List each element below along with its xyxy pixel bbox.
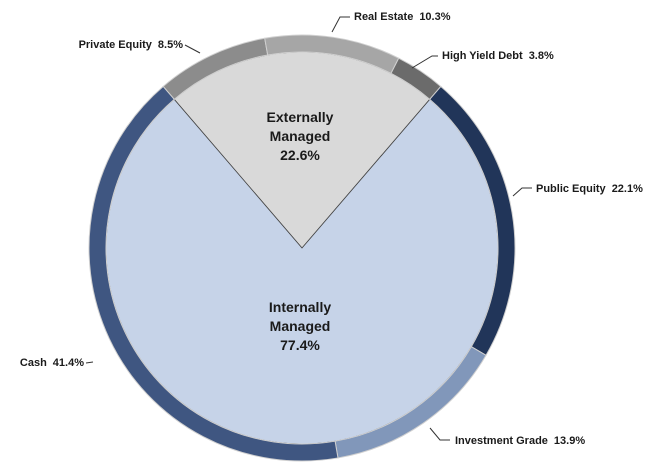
inner-name: Internally Managed bbox=[268, 299, 332, 334]
leader-line bbox=[184, 44, 201, 54]
label-name: Private Equity bbox=[79, 39, 153, 51]
label-value: 10.3% bbox=[419, 11, 450, 23]
outer-label: Private Equity 8.5% bbox=[79, 39, 184, 51]
leader-line bbox=[429, 427, 450, 441]
inner-value: 77.4% bbox=[280, 337, 320, 353]
outer-slice bbox=[88, 85, 339, 462]
label-value: 8.5% bbox=[158, 39, 183, 51]
label-name: Cash bbox=[20, 357, 47, 369]
leader-line bbox=[331, 16, 350, 33]
outer-label: Cash 41.4% bbox=[20, 357, 84, 369]
inner-value: 22.6% bbox=[280, 147, 320, 163]
outer-label: Public Equity 22.1% bbox=[536, 183, 643, 195]
leader-line bbox=[411, 55, 438, 69]
inner-label: Internally Managed 77.4% bbox=[245, 298, 355, 355]
inner-label: Externally Managed 22.6% bbox=[245, 108, 355, 165]
label-name: Public Equity bbox=[536, 183, 607, 195]
label-value: 41.4% bbox=[53, 357, 84, 369]
label-value: 3.8% bbox=[529, 50, 554, 62]
inner-name: Externally Managed bbox=[266, 109, 334, 144]
leader-line bbox=[512, 187, 532, 197]
label-name: Real Estate bbox=[354, 11, 413, 23]
label-name: Investment Grade bbox=[455, 435, 548, 447]
outer-label: High Yield Debt 3.8% bbox=[442, 50, 554, 62]
label-name: High Yield Debt bbox=[442, 50, 523, 62]
label-value: 13.9% bbox=[554, 435, 585, 447]
label-value: 22.1% bbox=[612, 183, 643, 195]
outer-label: Real Estate 10.3% bbox=[354, 11, 451, 23]
leader-line bbox=[85, 361, 94, 364]
outer-label: Investment Grade 13.9% bbox=[455, 435, 585, 447]
